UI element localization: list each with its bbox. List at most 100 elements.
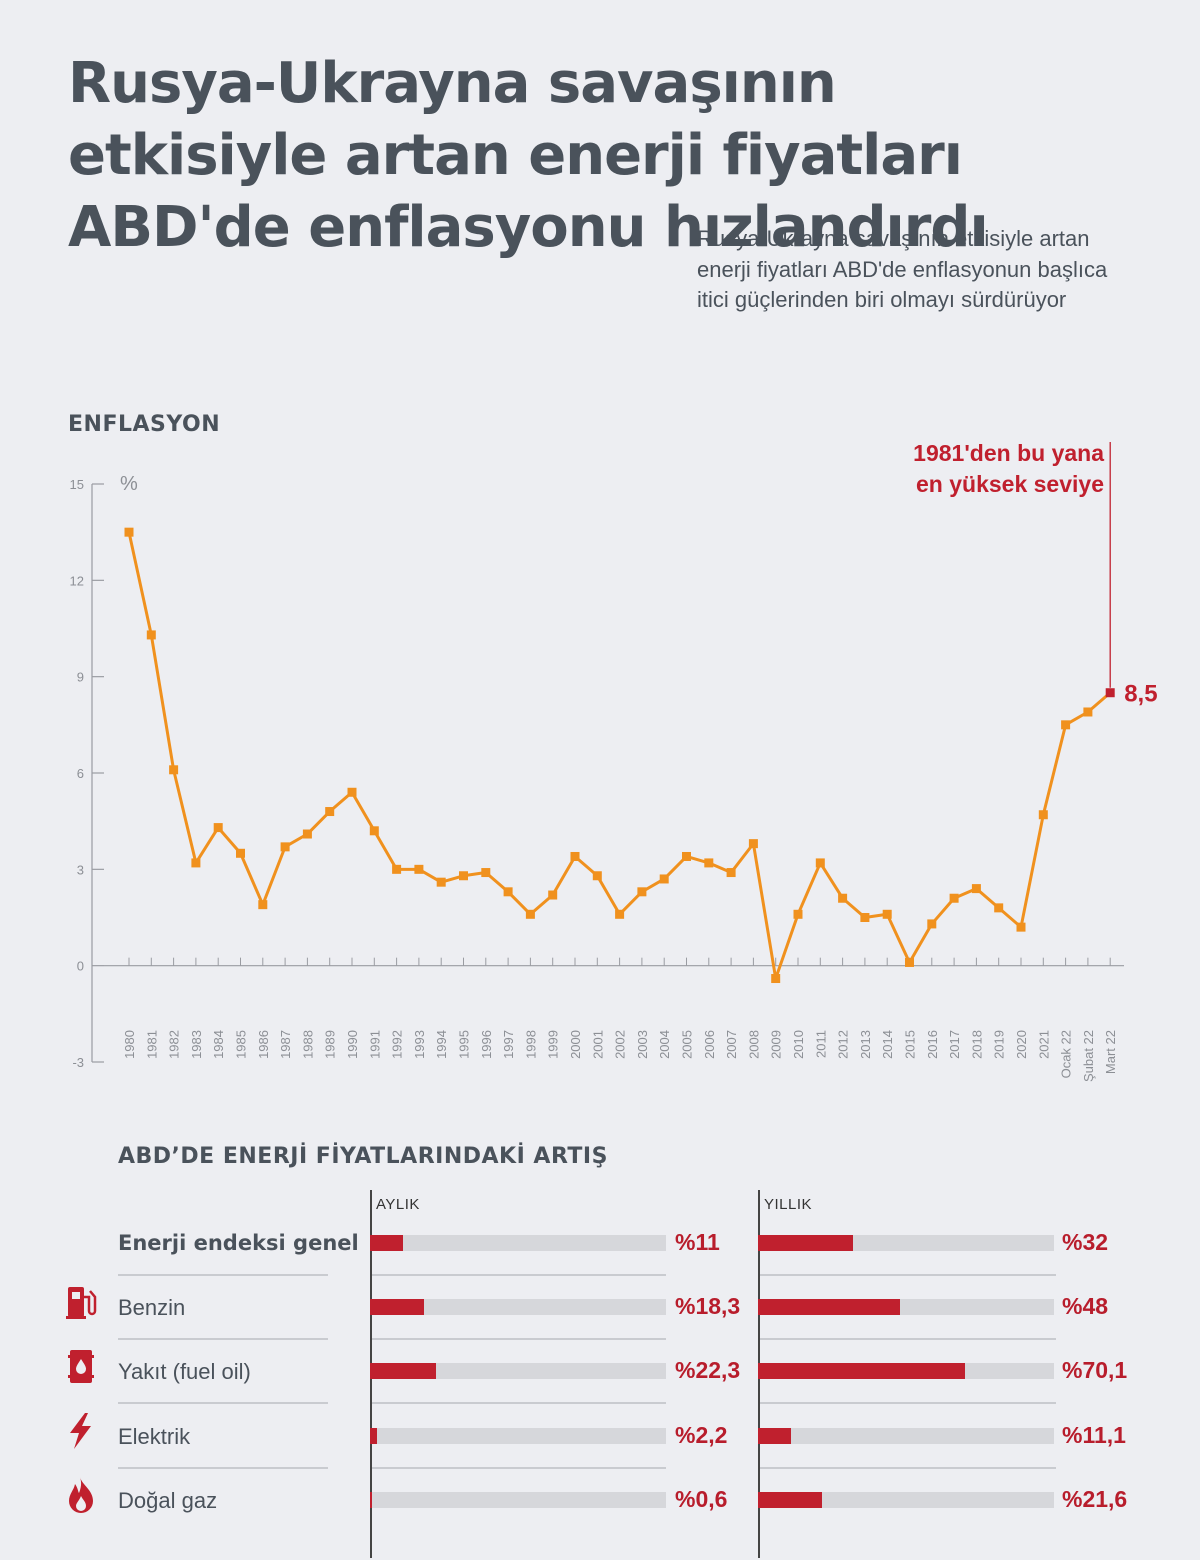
row-label-0: Enerji endeksi genel — [118, 1231, 359, 1255]
row-separator — [372, 1402, 666, 1404]
data-point — [258, 900, 268, 910]
data-point — [503, 887, 513, 897]
x-tick-label: 2002 — [613, 1030, 628, 1059]
data-point — [615, 909, 625, 919]
x-tick-label: 1985 — [234, 1030, 249, 1059]
data-point — [236, 848, 245, 858]
x-tick-label: 1991 — [367, 1030, 382, 1059]
row-separator — [118, 1274, 328, 1276]
x-tick-label: 1988 — [300, 1030, 315, 1059]
data-point — [637, 887, 647, 897]
x-tick-label: 2018 — [969, 1030, 984, 1059]
bar-aylik-2 — [370, 1363, 436, 1379]
bar-aylik-3 — [370, 1428, 377, 1444]
row-label-1: Benzin — [118, 1295, 186, 1320]
row-separator — [760, 1402, 1056, 1404]
y-tick-label: 15 — [70, 477, 84, 492]
x-tick-label: 2016 — [925, 1030, 940, 1059]
bar-track-yillik — [758, 1492, 1054, 1508]
bar-value-label: %11,1 — [1062, 1422, 1126, 1448]
bar-value-label: %70,1 — [1062, 1357, 1128, 1383]
y-tick-label: 9 — [77, 670, 84, 685]
row-separator — [760, 1274, 1056, 1276]
data-point — [169, 765, 179, 775]
x-tick-label: 1993 — [412, 1030, 427, 1059]
bar-track-yillik — [758, 1299, 1054, 1315]
data-point — [949, 893, 959, 903]
data-point — [525, 909, 535, 919]
data-point — [682, 851, 691, 861]
page-subtitle: Rusya-Ukrayna savaşının etkisiyle artan … — [697, 226, 1108, 312]
last-value-label: 8,5 — [1124, 681, 1157, 708]
lightning-bolt-icon — [64, 1412, 98, 1450]
data-point — [704, 858, 714, 868]
column-header-aylik: AYLIK — [376, 1196, 420, 1213]
row-separator — [118, 1467, 328, 1469]
row-separator — [372, 1274, 666, 1276]
data-point — [905, 957, 914, 967]
x-tick-label: 2013 — [858, 1030, 873, 1059]
bar-value-label: %11 — [675, 1229, 720, 1255]
x-tick-label: 2014 — [880, 1030, 895, 1059]
inflation-line-chart: -3 0 3 6 9 12 15 % 1980 1981 1982 1983 1984 1985 1986 1… — [70, 440, 1158, 1082]
y-tick-label: 0 — [77, 959, 84, 974]
row-label-4: Doğal gaz — [118, 1488, 218, 1513]
x-tick-label: 2019 — [992, 1030, 1007, 1059]
x-tick-label: Ocak 22 — [1059, 1030, 1074, 1078]
row-separator — [118, 1338, 328, 1340]
data-point — [124, 527, 134, 537]
bar-yillik-1 — [758, 1299, 901, 1315]
data-point — [793, 909, 803, 919]
x-tick-label: 2004 — [657, 1030, 672, 1059]
x-tick-label: 2006 — [702, 1030, 717, 1059]
data-point — [994, 903, 1004, 913]
row-separator — [372, 1467, 666, 1469]
data-point — [1061, 720, 1071, 730]
flame-icon — [64, 1476, 98, 1514]
data-point — [414, 864, 424, 874]
x-tick-label: 1990 — [345, 1030, 360, 1059]
bar-yillik-0 — [758, 1235, 853, 1251]
data-point — [592, 871, 602, 881]
data-point — [146, 630, 156, 640]
bar-aylik-4 — [370, 1492, 372, 1508]
row-separator — [372, 1338, 666, 1340]
x-tick-label: 1992 — [390, 1030, 405, 1059]
x-tick-label: 2007 — [724, 1030, 739, 1059]
y-tick-label: 12 — [70, 573, 84, 588]
x-tick-label: 1997 — [501, 1030, 516, 1059]
data-point — [213, 823, 223, 833]
bar-value-label: %48 — [1062, 1293, 1109, 1319]
x-tick-label: 2021 — [1036, 1030, 1051, 1059]
data-point — [771, 974, 781, 984]
bar-value-label: %18,3 — [675, 1293, 741, 1319]
x-tick-label: 2005 — [680, 1030, 695, 1059]
data-point — [459, 871, 468, 881]
y-tick-label: -3 — [72, 1055, 84, 1070]
data-point — [570, 851, 580, 861]
data-point — [302, 829, 312, 839]
row-label-3: Elektrik — [118, 1424, 191, 1449]
data-point — [436, 877, 446, 887]
bar-track-yillik — [758, 1428, 1054, 1444]
x-tick-label: 1995 — [457, 1030, 472, 1059]
row-separator — [118, 1402, 328, 1404]
y-tick-label: 3 — [77, 862, 84, 877]
data-point — [191, 858, 201, 868]
x-tick-label: 2000 — [568, 1030, 583, 1059]
x-tick-label: 1980 — [122, 1030, 137, 1059]
x-tick-label: 2010 — [791, 1030, 806, 1059]
x-tick-label: 2011 — [813, 1030, 828, 1058]
annotation-text: 1981'den bu yana — [913, 440, 1104, 466]
page-title: Rusya-Ukrayna savaşının etkisiyle artan … — [68, 51, 989, 260]
x-tick-label: 1984 — [211, 1030, 226, 1059]
data-point — [280, 842, 290, 852]
x-tick-label: 1982 — [167, 1030, 182, 1059]
data-point — [481, 868, 491, 878]
oil-barrel-icon — [64, 1347, 98, 1385]
data-point — [347, 787, 357, 797]
data-point — [1038, 810, 1048, 820]
x-tick-label: 1994 — [434, 1030, 449, 1059]
bar-aylik-1 — [370, 1299, 425, 1315]
data-point — [325, 807, 335, 817]
